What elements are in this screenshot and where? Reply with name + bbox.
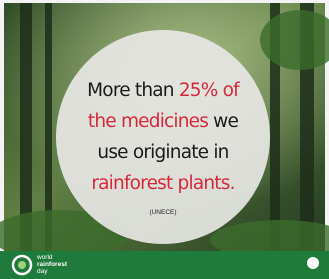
message-segment: use originate in: [97, 142, 228, 163]
poster: More than 25% of the medicines we use orig…: [0, 0, 329, 279]
logo-icon-center: [18, 261, 26, 269]
message-line: the medicines we: [88, 111, 239, 132]
message-line: use originate in: [97, 142, 228, 163]
message-segment: rainforest plants.: [91, 173, 234, 194]
logo-line: world: [36, 254, 53, 261]
message-segment: More than: [87, 80, 179, 101]
message-segment: we: [208, 111, 238, 132]
message-line: More than 25% of: [87, 80, 240, 101]
partner-logo: [307, 257, 319, 269]
source: (UNECE): [149, 209, 176, 216]
message-segment: the medicines: [88, 111, 208, 132]
logo-line: rainforest: [37, 261, 68, 268]
message-line: rainforest plants.: [91, 173, 234, 194]
logo-line: day: [37, 268, 48, 275]
message-segment: 25% of: [179, 80, 240, 101]
